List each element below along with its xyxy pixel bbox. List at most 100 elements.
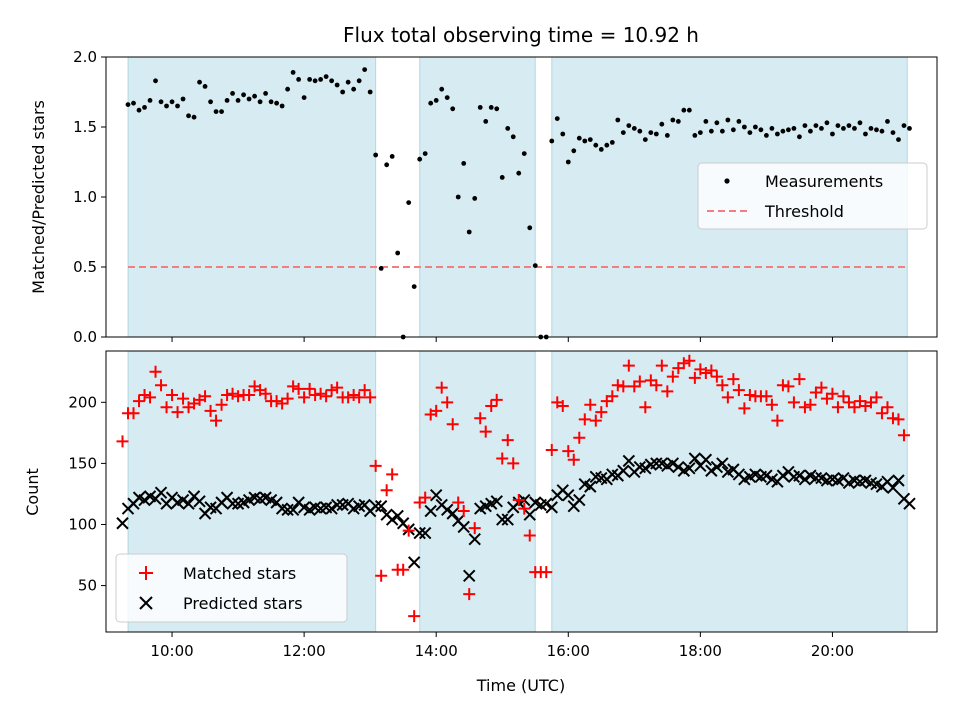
matched-star-point (199, 390, 212, 403)
measurement-point (846, 123, 852, 128)
matched-star-point (441, 396, 454, 409)
measurement-point (147, 98, 153, 103)
predicted-star-point (286, 503, 300, 517)
measurement-point (202, 84, 208, 89)
matched-star-point (402, 524, 415, 537)
top-legend: Measurements Threshold (697, 162, 928, 230)
predicted-star-point (468, 532, 481, 546)
measurement-point (885, 119, 890, 124)
matched-star-point (831, 401, 844, 414)
matched-star-point (650, 379, 663, 392)
measurement-point (131, 100, 136, 106)
matched-star-point (496, 452, 509, 465)
predicted-star-point (699, 453, 713, 466)
y-tick-label: 0.0 (73, 328, 97, 346)
measurement-point (356, 78, 362, 84)
matched-star-point (452, 496, 465, 509)
x-tick-label: 14:00 (415, 642, 458, 660)
measurement-point (736, 119, 742, 124)
matched-star-point (155, 379, 168, 392)
measurement-point (868, 125, 874, 131)
predicted-star-point (226, 497, 239, 510)
matched-star-point (556, 399, 569, 412)
measurement-point (472, 196, 478, 201)
matched-star-point (281, 392, 294, 405)
measurement-point (681, 107, 687, 113)
matched-star-point (589, 414, 602, 427)
matched-star-point (732, 384, 745, 397)
matched-star-point (232, 390, 245, 403)
measurement-point (285, 86, 291, 92)
measurement-point (164, 103, 169, 109)
measurement-point (587, 137, 593, 143)
predicted-star-point (798, 473, 812, 486)
matched-star-point (408, 610, 421, 623)
measurement-point (692, 133, 698, 138)
measurement-point (752, 124, 758, 130)
measurement-point (417, 156, 423, 162)
measurement-point (527, 225, 533, 231)
matched-star-point (518, 502, 531, 515)
matched-star-point (512, 494, 525, 507)
matched-star-point (633, 375, 646, 388)
measurement-point (301, 95, 307, 100)
measurement-point (125, 102, 131, 107)
bottom-panel: 50 100 150 200 10:00 12:00 14:00 16:00 18:00 20:… (23, 350, 938, 695)
bottom-x-ticks: 10:00 12:00 14:00 16:00 18:00 20:00 (150, 632, 854, 660)
matched-star-point (325, 384, 338, 397)
measurement-point (483, 119, 489, 124)
matched-star-point (639, 401, 652, 414)
matched-star-point (397, 563, 410, 576)
measurement-point (615, 117, 621, 123)
measurement-point (389, 154, 395, 159)
matched-star-point (743, 388, 756, 401)
predicted-star-point (457, 520, 470, 534)
measurement-point (576, 135, 582, 141)
matched-star-point (578, 413, 591, 426)
measurement-point (158, 99, 164, 105)
measurement-point (890, 130, 896, 136)
measurement-point (907, 125, 912, 131)
matched-star-point (314, 387, 327, 400)
matched-star-point (848, 401, 861, 414)
bottom-y-axis-label: Count (23, 468, 42, 516)
measurement-point (246, 96, 252, 102)
measurement-point (208, 99, 213, 105)
matched-star-point (677, 357, 690, 370)
measurement-point (725, 117, 731, 123)
matched-star-point (837, 390, 850, 403)
measurement-point (516, 170, 522, 176)
matched-star-point (347, 388, 360, 401)
measurement-point (598, 147, 604, 152)
predicted-star-point (545, 501, 558, 514)
measurement-point (318, 77, 324, 82)
matched-star-point (765, 398, 778, 411)
matched-star-point (490, 393, 503, 406)
measurement-point (334, 82, 340, 88)
shaded-interval-1 (419, 350, 536, 633)
matched-star-point (430, 404, 443, 417)
legend-matched-label: Matched stars (183, 564, 296, 583)
measurement-point (274, 100, 280, 106)
measurement-point (466, 229, 472, 235)
measurement-point (241, 92, 246, 98)
matched-star-point (793, 373, 806, 386)
measurement-point (769, 125, 775, 131)
matched-star-point (435, 381, 448, 394)
predicted-star-point (429, 488, 443, 502)
matched-star-point (540, 566, 553, 579)
measurement-point (741, 124, 747, 130)
legend-measurements-marker (724, 178, 730, 184)
matched-star-point (380, 484, 393, 497)
measurement-point (290, 70, 296, 75)
measurement-point (896, 137, 901, 143)
measurement-point (686, 107, 692, 113)
bottom-y-ticks: 50 100 150 200 (68, 393, 106, 595)
measurement-point (620, 130, 626, 136)
measurement-point (219, 109, 224, 114)
matched-star-point (210, 414, 223, 427)
x-tick-label: 16:00 (547, 642, 590, 660)
measurement-point (488, 105, 494, 110)
measurement-point (703, 119, 709, 124)
measurement-point (224, 98, 230, 103)
